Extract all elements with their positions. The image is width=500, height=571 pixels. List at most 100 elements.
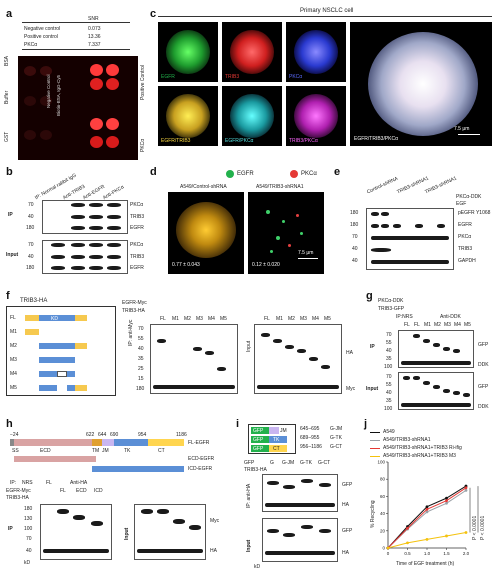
legend-label: PKCα (301, 171, 317, 177)
marker: 180 (136, 386, 145, 392)
marker: 180 (350, 222, 359, 228)
marker: 180 (24, 506, 33, 512)
marker: 15 (138, 376, 144, 382)
marker: 70 (386, 332, 392, 338)
ip-label: IP (8, 212, 13, 218)
row-label: GAPDH (458, 258, 476, 264)
lane: M5 (324, 316, 331, 322)
position: 954 (138, 432, 147, 438)
egfr-trib3-merge: EGFR/TRIB3 (158, 86, 218, 146)
egfr-fl-bar (10, 439, 184, 446)
y-tick-label: 60 (380, 494, 386, 499)
treat-row: GFP (244, 460, 255, 466)
construct-label: M1 (10, 329, 17, 335)
lane: M4 (312, 316, 319, 322)
domain-label: ECD (40, 448, 51, 454)
ip-label: IP (8, 526, 13, 532)
construct-label: ECD-EGFR (188, 456, 215, 462)
lane: M1 (276, 316, 283, 322)
legend-item: A549/TRIB3-shRNA1 (383, 437, 431, 443)
marker: 70 (138, 326, 144, 332)
marker: 130 (24, 516, 33, 522)
marker: 70 (28, 242, 34, 248)
region: CT (273, 446, 280, 452)
gfp-tag: GFP (253, 437, 264, 443)
y-tick-label: 100 (377, 460, 385, 465)
row-label: pEGFR Y1068 (458, 210, 491, 216)
p-value: P < 0.0001 (472, 515, 478, 540)
marker: 180 (26, 225, 35, 231)
construct-label: M3 (10, 357, 17, 363)
lane: FL (414, 322, 420, 328)
row-label: TRIB3 (130, 254, 145, 260)
range: 956–1186 (300, 444, 322, 450)
pkca-image: PKCα (286, 22, 346, 82)
lane: M2 (288, 316, 295, 322)
domain-label: CT (158, 448, 165, 454)
panel-d-letter: d (150, 166, 157, 178)
panel-b-letter: b (6, 166, 13, 178)
data-point (406, 526, 409, 530)
y-tick-label: 0 (382, 546, 385, 551)
y-tick-label: 40 (380, 511, 386, 516)
snr-header: SNR (88, 16, 99, 22)
input-label: Input (366, 386, 379, 392)
domain-label: SS (12, 448, 19, 454)
position: 622 (86, 432, 95, 438)
marker: 25 (138, 366, 144, 372)
lane: ECD (76, 488, 87, 494)
lane: M3 (300, 316, 307, 322)
lane: FL (264, 316, 270, 322)
range: 689–955 (300, 435, 320, 441)
kd-label: KD (51, 316, 58, 322)
legend-item: A549/TRIB3-shRNA1+TRIB3 M3 (383, 453, 456, 459)
row-label: PKCα (130, 202, 144, 208)
position: 1186 (176, 432, 187, 438)
lane: G-JM (282, 460, 295, 466)
marker: 40 (138, 346, 144, 352)
microarray-image (18, 56, 138, 160)
domain-label: TM (92, 448, 100, 454)
y-tick-label: 20 (380, 528, 386, 533)
lane: M4 (208, 316, 215, 322)
row-label: HA (342, 502, 349, 508)
treat-row: TRIB3-HA (244, 467, 267, 473)
position: 644 (98, 432, 107, 438)
data-point (386, 546, 390, 550)
blot-f-input (254, 324, 342, 394)
marker: 70 (28, 202, 34, 208)
legend-item: A549 (383, 429, 395, 435)
panel-e-letter: e (334, 166, 341, 178)
image-title: A549/Control-shRNA (180, 184, 227, 190)
row-label: Myc (210, 518, 220, 524)
marker: 70 (386, 374, 392, 380)
treatment-label: EGF (456, 201, 467, 207)
channel-label: TRIB3/PKCα (289, 138, 318, 144)
y-axis-label: % Recycling (370, 500, 376, 528)
construct-map: FL KD M1 M2 M3 M4 M5 (6, 306, 116, 396)
construct-map: GFP JM GFP TK GFP CT (248, 424, 296, 454)
overlap-value: 0.77 ± 0.043 (172, 262, 200, 268)
data-point (425, 538, 429, 541)
data-point (445, 501, 448, 505)
row-label: TRIB3 (458, 246, 473, 252)
domain-label: JM (102, 448, 109, 454)
lane: FL (60, 488, 66, 494)
row-label: HA (342, 550, 349, 556)
marker: 35 (386, 398, 392, 404)
panel-f-letter: f (6, 290, 10, 302)
p-value: P < 0.0001 (480, 515, 486, 540)
range: 645–695 (300, 426, 320, 432)
blot-h-input (134, 504, 206, 560)
construct-label: FL-EGFR (188, 440, 210, 446)
panel-g-letter: g (366, 290, 373, 302)
marker: 35 (138, 356, 144, 362)
blot-input (42, 240, 128, 274)
trib3-pkca-merge: TRIB3/PKCα (286, 86, 346, 146)
legend-dot-pkca (290, 170, 298, 178)
blot-i-input (262, 518, 338, 562)
marker: 100 (24, 526, 33, 532)
row-label: PKCα (130, 242, 144, 248)
row-label: HA (346, 350, 353, 356)
